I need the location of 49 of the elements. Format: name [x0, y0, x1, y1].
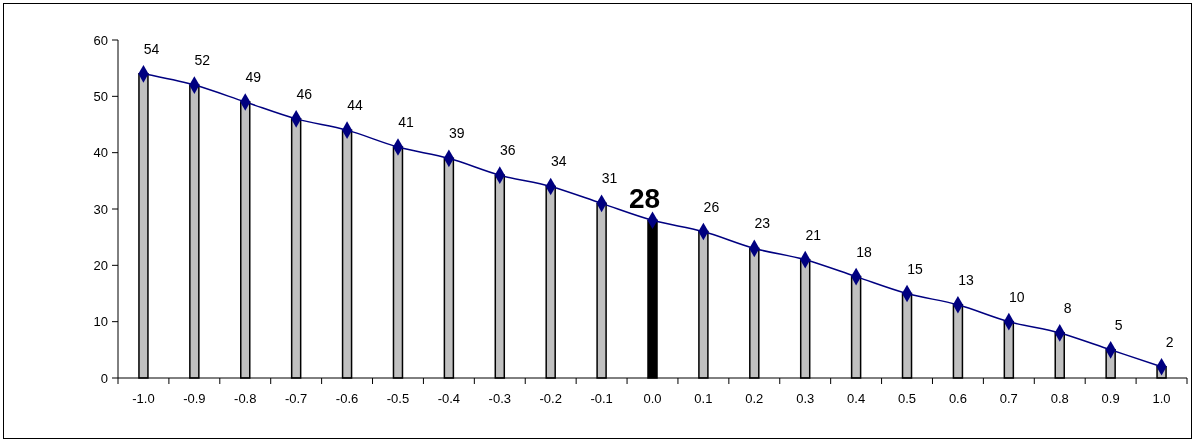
data-label: 21: [805, 226, 822, 243]
x-tick-label: -0.7: [284, 391, 308, 406]
x-tick-label: -1.0: [132, 391, 155, 406]
data-label: 52: [194, 52, 211, 69]
x-tick-label: -0.9: [183, 391, 206, 406]
data-label: 44: [347, 97, 364, 114]
data-label: 34: [550, 153, 567, 170]
x-tick-label: -0.8: [234, 391, 257, 406]
data-label: 39: [449, 125, 465, 142]
data-label: 15: [907, 260, 924, 277]
x-tick-label: 1.0: [1152, 391, 1171, 406]
x-tick-label: -0.1: [590, 391, 613, 406]
data-label: 18: [856, 243, 873, 260]
data-label: 13: [958, 271, 974, 288]
x-tick-label: 0.9: [1101, 391, 1120, 406]
data-label: 36: [500, 142, 516, 159]
data-label: 49: [245, 68, 262, 85]
y-tick-label: 60: [93, 32, 108, 48]
x-tick-label: -0.6: [335, 391, 359, 406]
y-tick-label: 50: [93, 88, 108, 104]
data-label: 28: [628, 183, 661, 215]
y-tick-label: 20: [93, 257, 108, 273]
data-label: 46: [296, 85, 313, 102]
x-tick-label: -0.3: [488, 391, 511, 406]
x-tick-label: 0.3: [796, 391, 815, 406]
x-tick-label: 0.2: [745, 391, 764, 406]
y-tick-label: 30: [93, 201, 108, 217]
y-tick-label: 10: [93, 314, 108, 330]
data-label: 2: [1165, 333, 1174, 350]
x-tick-label: 0.5: [897, 391, 917, 406]
data-label: 10: [1009, 288, 1025, 305]
data-label: 54: [143, 40, 160, 57]
data-label: 23: [754, 215, 771, 232]
x-tick-label: 0.1: [694, 391, 713, 406]
y-tick-label: 0: [100, 370, 108, 386]
x-tick-label: 0.7: [999, 391, 1018, 406]
x-tick-label: -0.5: [386, 391, 410, 406]
data-label: 31: [601, 170, 618, 187]
data-label: 26: [703, 198, 720, 215]
data-label: 41: [398, 114, 414, 131]
data-label: 8: [1063, 299, 1072, 316]
x-tick-label: 0.4: [847, 391, 866, 406]
x-tick-label: -0.2: [539, 391, 562, 406]
x-tick-label: -0.4: [437, 391, 461, 406]
x-tick-label: 0.6: [948, 391, 967, 406]
x-tick-label: 0.0: [643, 391, 662, 406]
x-tick-label: 0.8: [1050, 391, 1069, 406]
y-tick-label: 40: [93, 145, 108, 161]
data-label: 5: [1114, 316, 1123, 333]
